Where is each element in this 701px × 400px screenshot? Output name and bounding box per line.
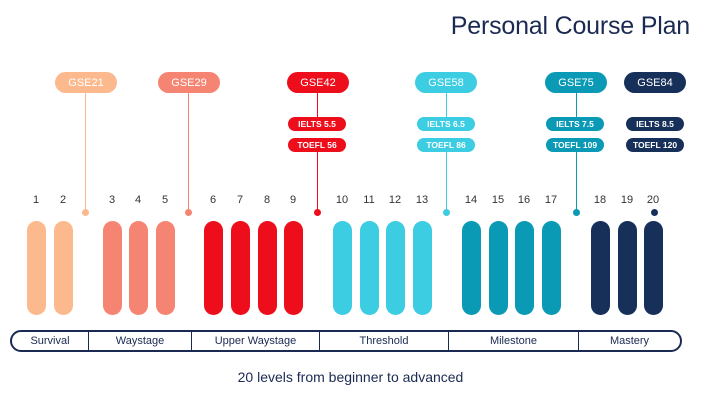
level-bar-7 xyxy=(231,221,250,315)
gse-badge-4: GSE58 xyxy=(415,72,477,93)
toefl-badge-5: TOEFL 109 xyxy=(546,138,604,152)
level-number-5: 5 xyxy=(161,194,169,206)
level-bar-12 xyxy=(386,221,405,315)
level-number-15: 15 xyxy=(491,194,505,206)
stage-upper-waystage: Upper Waystage xyxy=(191,332,319,350)
level-bar-14 xyxy=(462,221,481,315)
level-bar-5 xyxy=(156,221,175,315)
level-bar-16 xyxy=(515,221,534,315)
ielts-badge-6: IELTS 8.5 xyxy=(626,117,684,131)
level-number-7: 7 xyxy=(236,194,244,206)
stage-milestone: Milestone xyxy=(448,332,578,350)
level-number-8: 8 xyxy=(263,194,271,206)
stage-mastery: Mastery xyxy=(578,332,680,350)
level-bar-20 xyxy=(644,221,663,315)
level-number-20: 20 xyxy=(646,194,660,206)
toefl-badge-4: TOEFL 86 xyxy=(417,138,475,152)
marker-dot-1 xyxy=(82,209,89,216)
page-title: Personal Course Plan xyxy=(450,12,690,40)
level-number-9: 9 xyxy=(289,194,297,206)
marker-line-3b xyxy=(317,152,318,210)
stage-waystage: Waystage xyxy=(88,332,191,350)
gse-badge-5: GSE75 xyxy=(545,72,607,93)
level-number-19: 19 xyxy=(620,194,634,206)
marker-line-3a xyxy=(317,93,318,117)
ielts-badge-4: IELTS 6.5 xyxy=(417,117,475,131)
level-bar-3 xyxy=(103,221,122,315)
level-number-2: 2 xyxy=(59,194,67,206)
marker-dot-2 xyxy=(185,209,192,216)
marker-dot-4 xyxy=(443,209,450,216)
level-bar-15 xyxy=(489,221,508,315)
ielts-badge-3: IELTS 5.5 xyxy=(288,117,346,131)
marker-line-4b xyxy=(446,152,447,210)
gse-badge-2: GSE29 xyxy=(158,72,220,93)
ielts-badge-5: IELTS 7.5 xyxy=(546,117,604,131)
gse-badge-1: GSE21 xyxy=(55,72,117,93)
marker-dot-3 xyxy=(314,209,321,216)
marker-line-4a xyxy=(446,93,447,117)
level-number-1: 1 xyxy=(32,194,40,206)
gse-badge-3: GSE42 xyxy=(287,72,349,93)
marker-line-1 xyxy=(85,93,86,210)
subtitle: 20 levels from beginner to advanced xyxy=(237,369,464,385)
marker-line-2 xyxy=(188,93,189,210)
level-bar-18 xyxy=(591,221,610,315)
stage-threshold: Threshold xyxy=(319,332,448,350)
level-number-3: 3 xyxy=(108,194,116,206)
marker-line-5b xyxy=(576,152,577,210)
level-number-11: 11 xyxy=(363,194,375,206)
level-bar-8 xyxy=(258,221,277,315)
level-bar-11 xyxy=(360,221,379,315)
marker-dot-5 xyxy=(573,209,580,216)
level-bar-19 xyxy=(618,221,637,315)
stage-survival: Survival xyxy=(30,335,70,347)
level-number-13: 13 xyxy=(415,194,429,206)
level-number-10: 10 xyxy=(335,194,349,206)
toefl-badge-3: TOEFL 56 xyxy=(288,138,346,152)
level-bar-9 xyxy=(284,221,303,315)
marker-line-5a xyxy=(576,93,577,117)
level-bar-1 xyxy=(27,221,46,315)
level-bar-17 xyxy=(542,221,561,315)
level-bar-4 xyxy=(129,221,148,315)
marker-dot-6 xyxy=(651,209,658,216)
level-number-12: 12 xyxy=(388,194,402,206)
level-number-6: 6 xyxy=(209,194,217,206)
level-bar-10 xyxy=(333,221,352,315)
level-bar-2 xyxy=(54,221,73,315)
level-bar-6 xyxy=(204,221,223,315)
toefl-badge-6: TOEFL 120 xyxy=(626,138,684,152)
level-number-17: 17 xyxy=(544,194,558,206)
gse-badge-6: GSE84 xyxy=(624,72,686,93)
level-bar-13 xyxy=(413,221,432,315)
level-number-14: 14 xyxy=(464,194,478,206)
level-number-16: 16 xyxy=(517,194,531,206)
level-number-18: 18 xyxy=(593,194,607,206)
stage-band: Survival Waystage Upper Waystage Thresho… xyxy=(10,330,682,352)
level-number-4: 4 xyxy=(134,194,142,206)
